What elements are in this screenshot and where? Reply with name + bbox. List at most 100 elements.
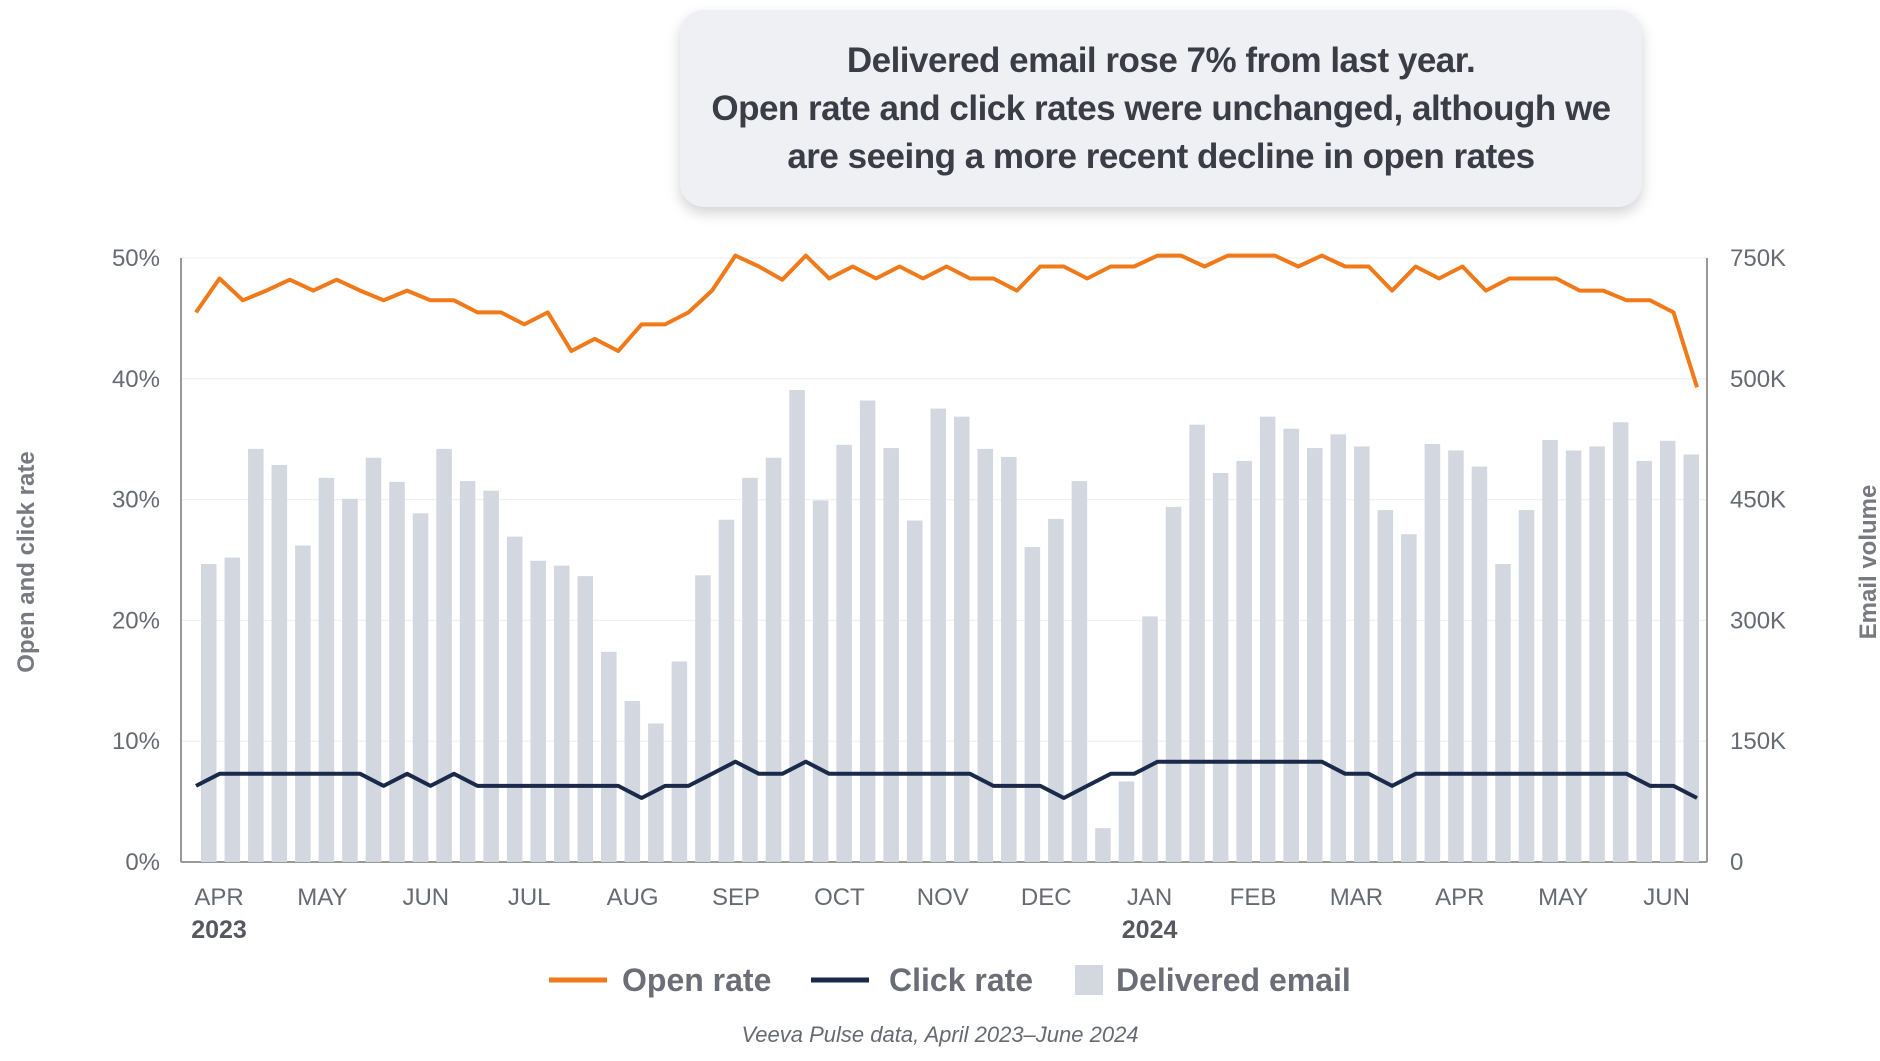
bar-delivered-email xyxy=(859,400,876,862)
bar-delivered-email xyxy=(1330,434,1347,862)
bar-delivered-email xyxy=(1542,440,1558,862)
right-tick-label: 300K xyxy=(1730,607,1786,634)
bar-delivered-email xyxy=(1142,616,1158,862)
bar-delivered-email xyxy=(930,408,946,862)
bar-delivered-email xyxy=(624,700,641,862)
line-click-rate xyxy=(195,759,1698,800)
month-label: JUL xyxy=(508,884,551,911)
bar-delivered-email xyxy=(1659,440,1676,862)
bar-delivered-email xyxy=(248,448,264,862)
legend-delivered-email-swatch xyxy=(1075,965,1103,995)
bar-delivered-email xyxy=(318,477,335,862)
left-axis-title: Open and click rate xyxy=(13,451,40,672)
right-tick-label: 500K xyxy=(1730,366,1786,393)
year-label: 2024 xyxy=(1122,916,1178,944)
bar-delivered-email xyxy=(342,498,358,862)
bar-delivered-email xyxy=(812,500,829,862)
callout-line-2: Open rate and click rates were unchanged… xyxy=(711,88,1611,128)
bar-delivered-email xyxy=(1518,510,1535,862)
month-label: JUN xyxy=(402,884,449,911)
bar-delivered-email xyxy=(1095,828,1111,862)
bar-delivered-email xyxy=(1236,460,1252,862)
bar-delivered-email xyxy=(530,560,546,862)
month-label: MAR xyxy=(1330,884,1383,911)
bar-delivered-email xyxy=(201,564,217,862)
month-label: NOV xyxy=(917,884,969,911)
left-tick-label: 30% xyxy=(112,487,160,514)
legend-click-rate-label: Click rate xyxy=(889,962,1033,998)
bar-delivered-email xyxy=(1683,454,1699,862)
bar-delivered-email xyxy=(1071,481,1088,862)
bar-delivered-email xyxy=(695,575,711,862)
bar-delivered-email xyxy=(459,481,476,862)
bar-delivered-email xyxy=(1189,424,1205,862)
bar-delivered-email xyxy=(718,519,735,862)
month-label: SEP xyxy=(712,884,760,911)
left-tick-label: 50% xyxy=(112,245,160,272)
right-axis-title: Email volume xyxy=(1855,485,1880,640)
bar-delivered-email xyxy=(1424,444,1441,862)
bar-delivered-email xyxy=(671,661,688,862)
bar-delivered-email xyxy=(483,490,499,862)
left-tick-label: 10% xyxy=(112,728,160,755)
month-label: JUN xyxy=(1643,884,1690,911)
callout-line-1: Delivered email rose 7% from last year. xyxy=(846,40,1476,80)
bar-delivered-email xyxy=(1471,466,1488,862)
bar-delivered-email xyxy=(1283,428,1299,862)
bar-delivered-email xyxy=(365,457,382,862)
month-label: APR xyxy=(1435,884,1484,911)
month-label: MAY xyxy=(297,884,347,911)
month-label: APR xyxy=(194,884,243,911)
right-tick-label: 450K xyxy=(1730,487,1786,514)
source-footnote: Veeva Pulse data, April 2023–June 2024 xyxy=(741,1022,1139,1047)
right-tick-label: 0 xyxy=(1730,849,1743,876)
bar-delivered-email xyxy=(954,416,970,862)
bar-delivered-email xyxy=(224,557,241,862)
bar-delivered-email xyxy=(1495,564,1511,862)
month-label: FEB xyxy=(1230,884,1277,911)
year-label: 2023 xyxy=(191,916,247,944)
bar-delivered-email xyxy=(1565,450,1582,862)
bar-delivered-email xyxy=(1377,510,1394,862)
month-label: OCT xyxy=(814,884,865,911)
callout-line-3: are seeing a more recent decline in open… xyxy=(787,136,1535,176)
bar-delivered-email xyxy=(1165,506,1182,862)
bar-delivered-email xyxy=(836,444,852,862)
line-open-rate xyxy=(194,253,1699,388)
bar-delivered-email xyxy=(553,565,570,862)
left-tick-label: 0% xyxy=(125,849,160,876)
bar-delivered-email xyxy=(883,448,899,862)
bar-delivered-email xyxy=(789,390,805,862)
bar-delivered-email xyxy=(1306,448,1323,862)
right-tick-label: 150K xyxy=(1730,728,1786,755)
bar-delivered-email xyxy=(1259,416,1276,862)
bar-delivered-email xyxy=(506,536,523,862)
right-tick-label: 750K xyxy=(1730,245,1786,272)
bar-delivered-email xyxy=(1001,456,1017,862)
bar-delivered-email xyxy=(1212,473,1229,862)
bar-delivered-email xyxy=(977,448,994,862)
month-label: MAY xyxy=(1538,884,1588,911)
bar-delivered-email xyxy=(1024,547,1041,862)
bar-delivered-email xyxy=(295,545,311,862)
bar-delivered-email xyxy=(1636,460,1652,862)
bar-delivered-email xyxy=(577,576,594,862)
bar-delivered-email xyxy=(1448,450,1464,862)
bar-delivered-email xyxy=(1048,518,1064,862)
bar-delivered-email xyxy=(1401,534,1417,862)
bar-delivered-email xyxy=(412,513,429,862)
bar-delivered-email xyxy=(1589,446,1605,862)
bar-delivered-email xyxy=(389,481,405,862)
month-label: JAN xyxy=(1127,884,1172,911)
bar-delivered-email xyxy=(765,457,782,862)
bar-delivered-email xyxy=(601,651,617,862)
month-label: AUG xyxy=(607,884,659,911)
left-tick-label: 40% xyxy=(112,366,160,393)
bar-delivered-email xyxy=(742,477,758,862)
bar-delivered-email xyxy=(1612,422,1629,862)
bar-delivered-email xyxy=(436,448,452,862)
summary-callout: Delivered email rose 7% from last year. … xyxy=(680,10,1642,207)
legend-delivered-email-label: Delivered email xyxy=(1116,962,1351,998)
combo-chart: 0% 0 10% 150K 20% 300K 30% 450K 40% 500K 50% 750K AP… xyxy=(13,245,1880,998)
left-tick-label: 20% xyxy=(112,607,160,634)
